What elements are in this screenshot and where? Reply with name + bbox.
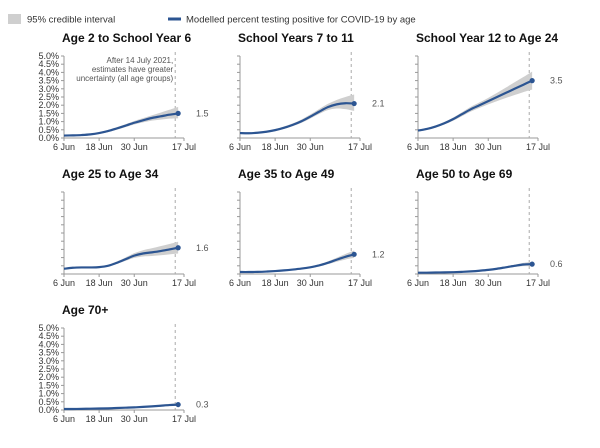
end-point <box>351 100 357 107</box>
legend: 95% credible interval Modelled percent t… <box>8 14 416 26</box>
y-tick-label: 4.0% <box>38 339 59 349</box>
end-point <box>529 261 535 267</box>
credible-interval-band <box>240 94 355 134</box>
end-point <box>175 110 181 116</box>
x-tick-label: 30 Jun <box>121 414 148 424</box>
series-line <box>63 403 179 411</box>
x-tick-label: 18 Jun <box>262 142 289 152</box>
x-tick-label: 17 Jul <box>172 278 196 288</box>
x-tick-label: 6 Jun <box>407 142 429 152</box>
x-tick-label: 17 Jul <box>348 142 372 152</box>
y-tick-label: 0.5% <box>38 125 59 135</box>
x-tick-label: 30 Jun <box>121 142 148 152</box>
x-tick-label: 17 Jul <box>172 142 196 152</box>
y-tick-label: 3.5% <box>38 348 59 358</box>
series-line <box>239 102 355 135</box>
x-tick-label: 6 Jun <box>407 278 429 288</box>
y-tick-label: 1.0% <box>38 117 59 127</box>
end-value-label: 3.5 <box>550 76 563 86</box>
x-tick-label: 17 Jul <box>526 142 550 152</box>
panel: Age 50 to Age 69 6 Jun 18 Jun 30 Jun 17 Jul0… <box>407 167 563 288</box>
panel-title: Age 70+ <box>62 303 108 317</box>
x-tick-label: 6 Jun <box>53 142 75 152</box>
y-tick-label: 3.0% <box>38 84 59 94</box>
x-tick-label: 30 Jun <box>297 142 324 152</box>
x-tick-label: 6 Jun <box>53 278 75 288</box>
end-point <box>175 245 181 251</box>
x-tick-label: 18 Jun <box>86 414 113 424</box>
panel-title: School Years 7 to 11 <box>238 31 354 45</box>
end-value-label: 1.6 <box>196 243 209 253</box>
panel: Age 70+0.0%0.5%1.0%1.5%2.0%2.5%3.0%3.5%4… <box>38 303 208 424</box>
series-line <box>239 253 355 274</box>
x-tick-label: 6 Jun <box>229 278 251 288</box>
panel: School Years 7 to 11 6 Jun 18 Jun 30 Jun 17 … <box>229 31 385 152</box>
y-tick-label: 4.5% <box>38 331 59 341</box>
panel-title: Age 35 to Age 49 <box>238 167 335 181</box>
y-tick-label: 4.0% <box>38 67 59 77</box>
y-tick-label: 1.5% <box>38 380 59 390</box>
series-line <box>417 79 533 132</box>
panels: Age 2 to School Year 60.0%0.5%1.0%1.5%2.… <box>38 31 562 424</box>
x-tick-label: 6 Jun <box>53 414 75 424</box>
y-tick-label: 4.5% <box>38 59 59 69</box>
y-tick-label: 2.5% <box>38 92 59 102</box>
legend-interval-label: 95% credible interval <box>27 15 115 26</box>
series-line <box>63 246 179 270</box>
end-value-label: 0.3 <box>196 400 209 410</box>
legend-line-label: Modelled percent testing positive for CO… <box>186 15 416 26</box>
x-tick-label: 18 Jun <box>440 278 467 288</box>
x-tick-label: 18 Jun <box>86 278 113 288</box>
panel: Age 35 to Age 49 6 Jun 18 Jun 30 Jun 17 Jul 1… <box>229 167 385 288</box>
panel: Age 2 to School Year 60.0%0.5%1.0%1.5%2.… <box>38 31 208 152</box>
y-tick-label: 5.0% <box>38 51 59 61</box>
x-tick-label: 18 Jun <box>440 142 467 152</box>
panel-title: Age 50 to Age 69 <box>416 167 513 181</box>
y-tick-label: 0.0% <box>38 133 59 143</box>
x-tick-label: 17 Jul <box>172 414 196 424</box>
x-tick-label: 17 Jul <box>348 278 372 288</box>
legend-interval-swatch <box>8 14 21 24</box>
end-value-label: 0.6 <box>550 259 563 269</box>
series-line <box>417 263 533 274</box>
y-tick-label: 2.0% <box>38 372 59 382</box>
panel-title: School Year 12 to Age 24 <box>416 31 558 45</box>
y-tick-label: 2.0% <box>38 100 59 110</box>
x-tick-label: 17 Jul <box>526 278 550 288</box>
annotation-text: uncertainty (all age groups) <box>76 74 173 83</box>
x-tick-label: 18 Jun <box>86 142 113 152</box>
end-point <box>529 78 535 84</box>
annotation-text: estimates have greater <box>92 65 174 74</box>
panel-title: Age 2 to School Year 6 <box>62 31 191 45</box>
x-tick-label: 30 Jun <box>475 278 502 288</box>
y-tick-label: 0.0% <box>38 405 59 415</box>
series-line <box>63 112 179 137</box>
x-tick-label: 6 Jun <box>229 142 251 152</box>
end-point <box>175 401 181 408</box>
credible-interval-band <box>64 106 179 137</box>
end-value-label: 2.1 <box>372 99 385 109</box>
y-tick-label: 0.5% <box>38 397 59 407</box>
annotation-text: After 14 July 2021, <box>107 56 174 65</box>
x-tick-label: 30 Jun <box>475 142 502 152</box>
end-value-label: 1.2 <box>372 249 385 259</box>
end-point <box>351 251 357 257</box>
credible-interval-band <box>64 241 179 270</box>
panel: School Year 12 to Age 24 6 Jun 18 Jun 30 Ju… <box>407 31 563 152</box>
credible-interval-band <box>418 71 533 132</box>
y-tick-label: 3.5% <box>38 76 59 86</box>
y-tick-label: 5.0% <box>38 323 59 333</box>
x-tick-label: 30 Jun <box>297 278 324 288</box>
x-tick-label: 30 Jun <box>121 278 148 288</box>
panel-title: Age 25 to Age 34 <box>62 167 159 181</box>
end-value-label: 1.5 <box>196 108 209 118</box>
y-tick-label: 3.0% <box>38 356 59 366</box>
y-tick-label: 1.5% <box>38 108 59 118</box>
x-tick-label: 18 Jun <box>262 278 289 288</box>
panel: Age 25 to Age 34 6 Jun 18 Jun 30 Jun 17 Jul 1… <box>53 167 209 288</box>
y-tick-label: 1.0% <box>38 389 59 399</box>
y-tick-label: 2.5% <box>38 364 59 374</box>
